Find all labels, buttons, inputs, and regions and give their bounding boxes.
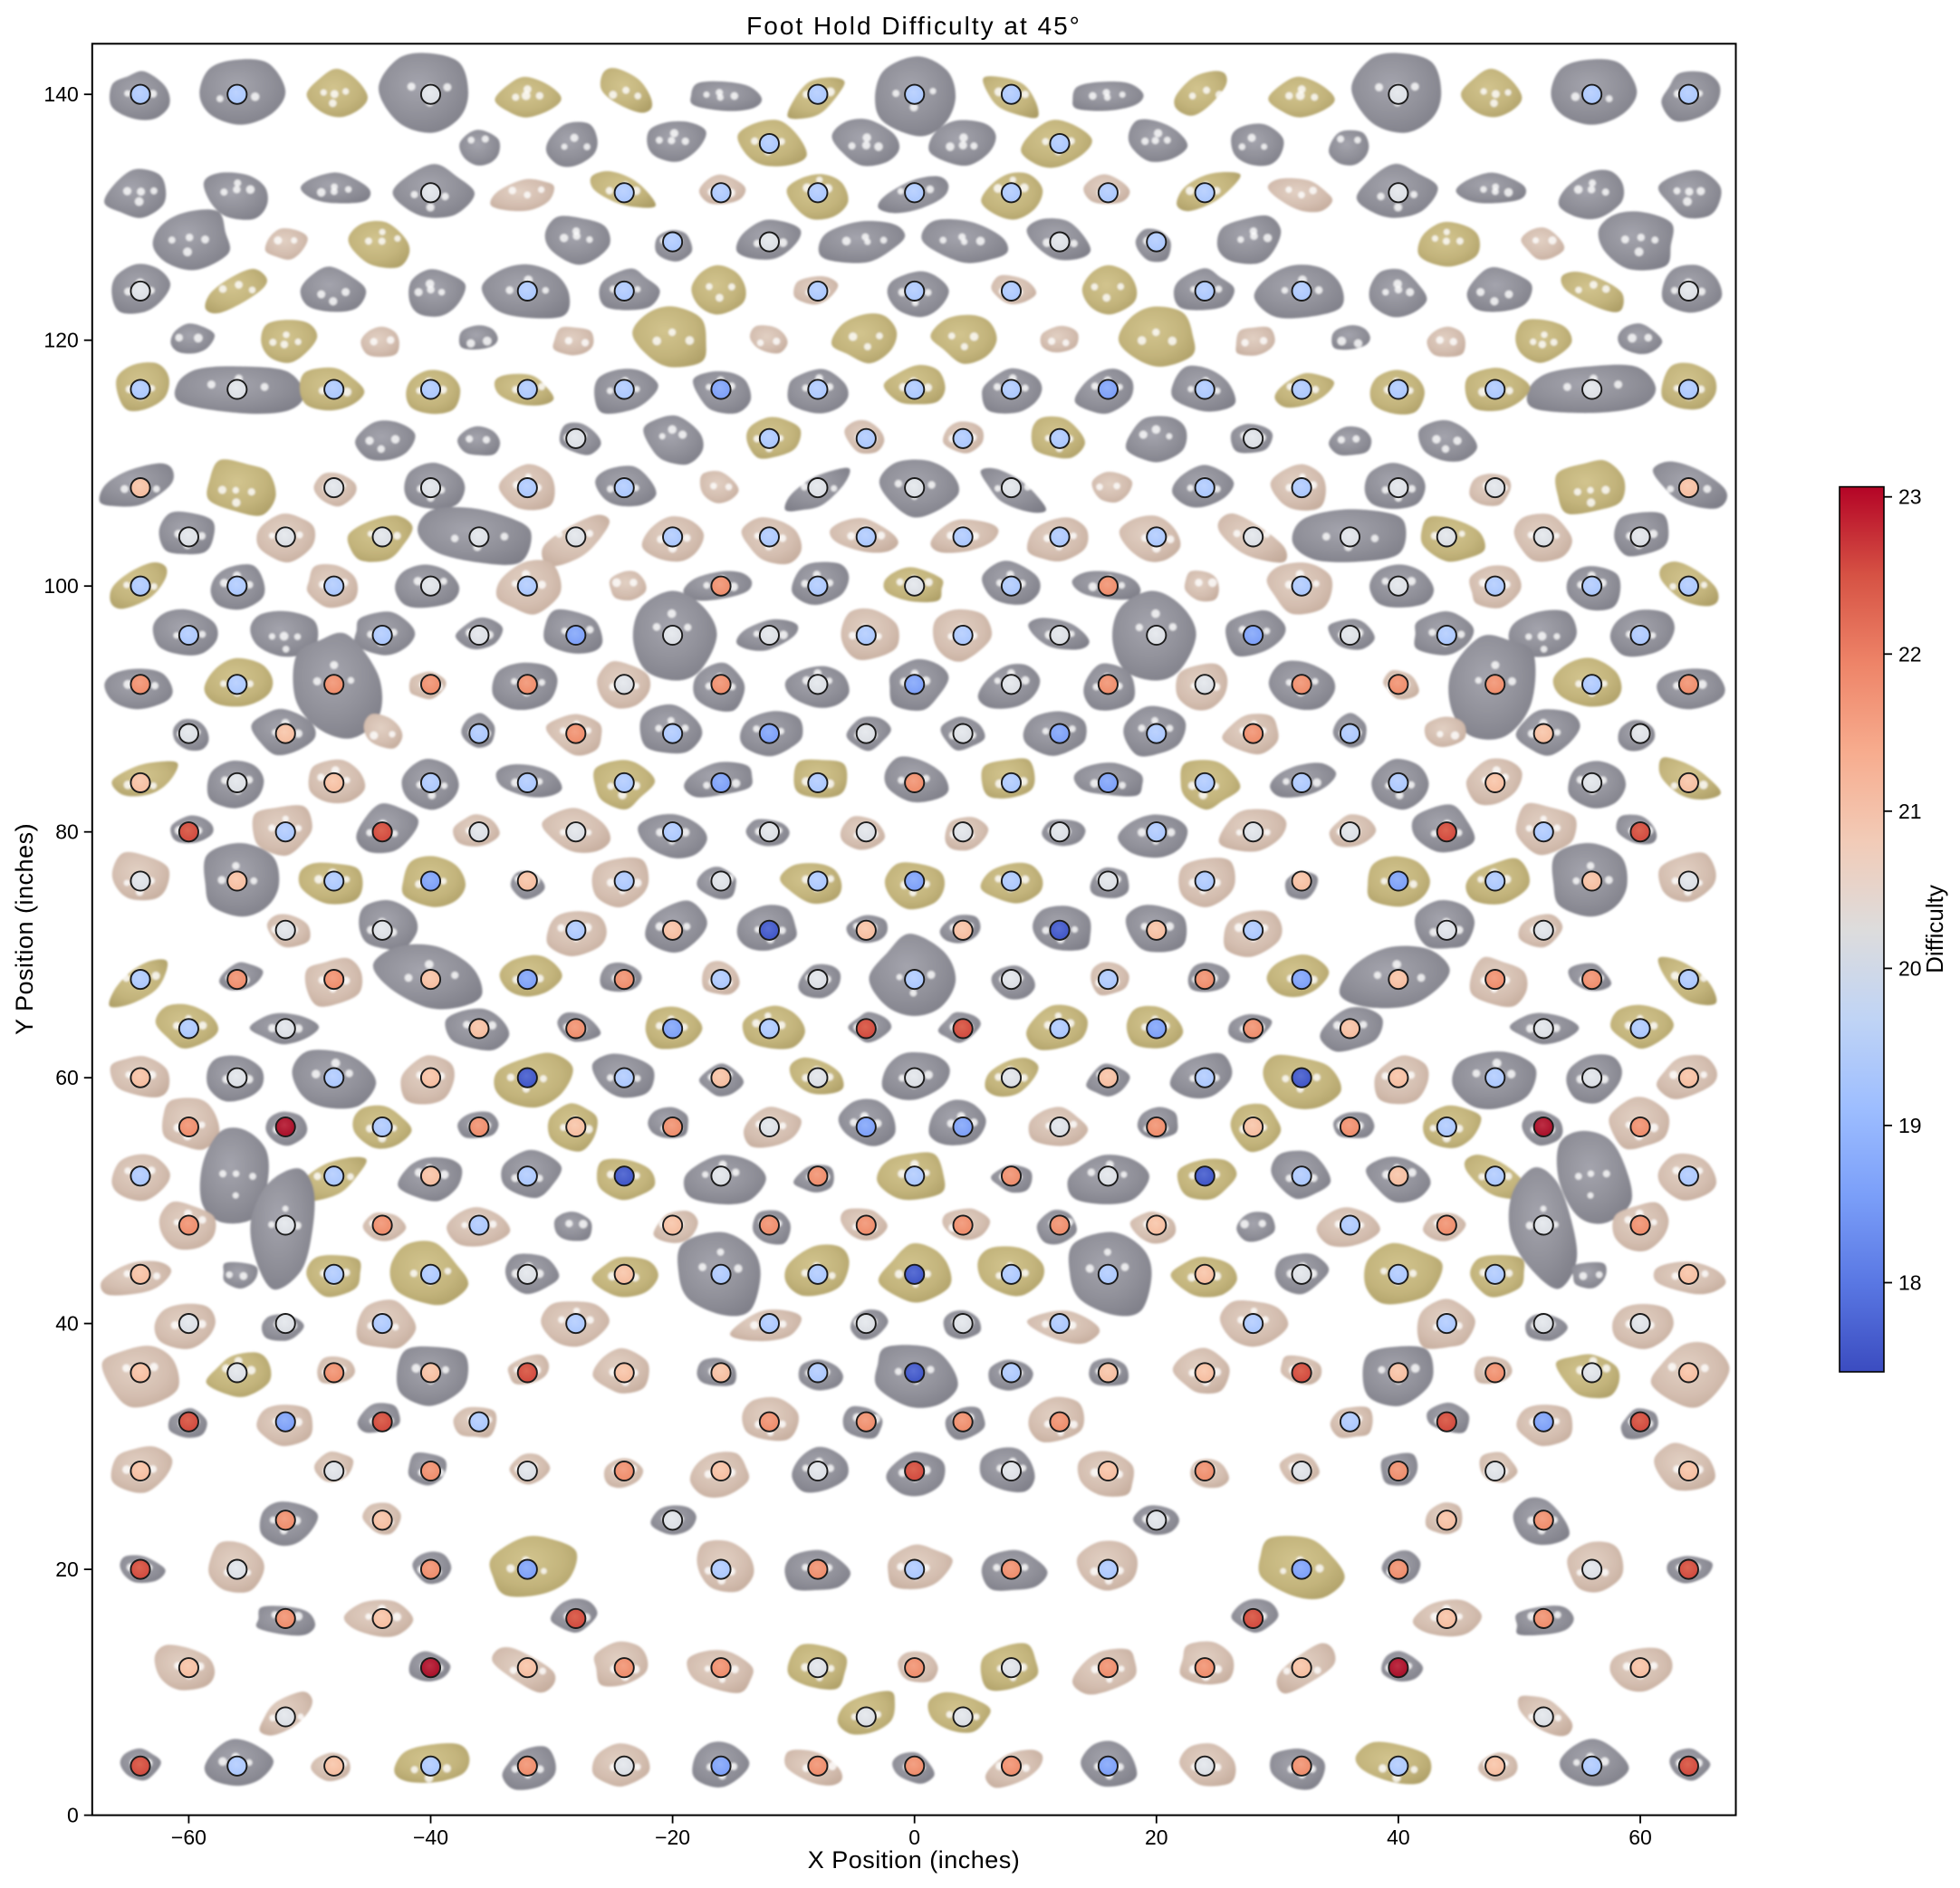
svg-text:60: 60 [55,1066,79,1089]
svg-text:−40: −40 [413,1826,448,1849]
svg-text:20: 20 [55,1557,79,1581]
svg-text:18: 18 [1898,1271,1922,1295]
svg-text:40: 40 [55,1312,79,1336]
svg-text:0: 0 [67,1804,79,1827]
svg-text:23: 23 [1898,485,1922,509]
svg-text:Foot Hold Difficulty at 45°: Foot Hold Difficulty at 45° [746,12,1081,40]
svg-text:Y Position (inches): Y Position (inches) [11,823,38,1035]
svg-text:40: 40 [1387,1826,1410,1849]
svg-text:−20: −20 [655,1826,690,1849]
svg-text:Difficulty: Difficulty [1921,885,1948,973]
svg-text:21: 21 [1898,800,1922,823]
svg-text:60: 60 [1629,1826,1652,1849]
svg-text:140: 140 [43,82,78,106]
svg-text:20: 20 [1898,956,1922,980]
svg-text:100: 100 [43,574,78,598]
svg-text:−60: −60 [171,1826,207,1849]
svg-text:20: 20 [1145,1826,1168,1849]
svg-text:80: 80 [55,820,79,844]
svg-text:120: 120 [43,329,78,352]
svg-text:X Position (inches): X Position (inches) [808,1846,1021,1874]
svg-text:22: 22 [1898,642,1922,666]
svg-text:0: 0 [908,1826,920,1849]
svg-text:19: 19 [1898,1114,1922,1137]
